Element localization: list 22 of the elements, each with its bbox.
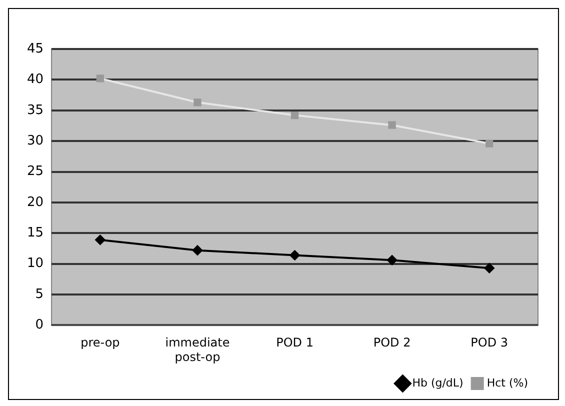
y-tick-label: 40 <box>26 72 44 88</box>
point <box>387 255 398 266</box>
x-tick-label: immediate post-op <box>165 336 230 364</box>
point <box>192 245 202 256</box>
y-tick-label: 0 <box>35 318 44 333</box>
y-tick-label: 25 <box>26 164 44 180</box>
x-tick-label: POD 1 <box>276 336 314 350</box>
x-tick-label: pre-op <box>80 336 120 350</box>
y-tick-label: 45 <box>26 41 44 56</box>
y-tick-label: 35 <box>26 102 44 118</box>
y-tick-label: 15 <box>26 226 44 241</box>
point <box>290 250 300 260</box>
legend-label: Hct (%) <box>486 376 528 390</box>
x-tick-label: POD 2 <box>373 336 411 350</box>
point <box>95 234 106 245</box>
y-tick-label: 10 <box>26 256 44 272</box>
y-tick-label: 20 <box>26 194 44 210</box>
y-tick-label: 30 <box>26 133 44 148</box>
x-tick-label: POD 3 <box>470 336 508 350</box>
point <box>484 263 494 274</box>
legend-label: Hb (g/dL) <box>412 376 464 390</box>
y-tick-label: 5 <box>35 286 44 302</box>
